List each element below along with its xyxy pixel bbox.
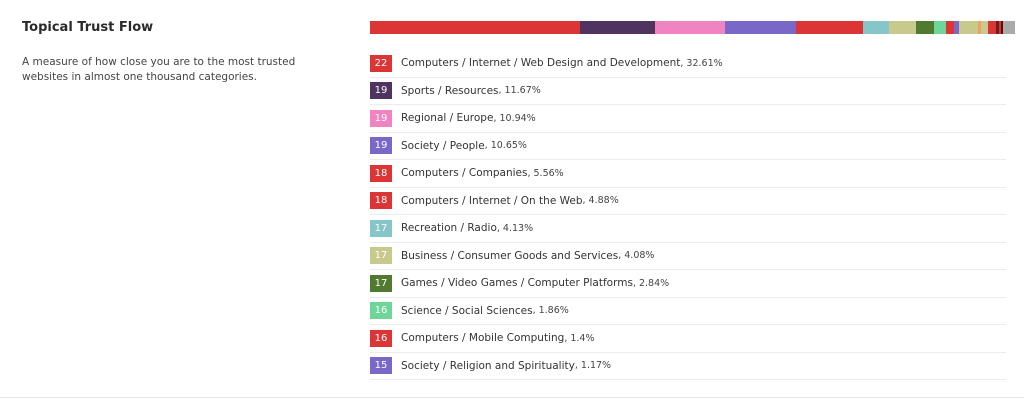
- topic-row: 16 Computers / Mobile Computing, 1.4%: [370, 325, 1006, 353]
- bar-segment[interactable]: [980, 21, 988, 34]
- topic-row: 18 Computers / Internet / On the Web, 4.8…: [370, 188, 1006, 215]
- section-description: A measure of how close you are to the mo…: [22, 56, 296, 83]
- topic-percent: , 32.61%: [680, 57, 723, 69]
- topic-row: 16 Science / Social Sciences, 1.86%: [370, 298, 1006, 325]
- bar-segment[interactable]: [977, 21, 981, 34]
- trust-flow-badge: 19: [370, 82, 392, 100]
- trust-flow-badge: 19: [370, 109, 392, 127]
- topic-percent: , 4.88%: [582, 195, 619, 207]
- trust-flow-badge: 17: [370, 247, 392, 265]
- topic-label[interactable]: Computers / Internet / Web Design and De…: [401, 57, 681, 70]
- topic-label[interactable]: Computers / Companies: [401, 167, 528, 180]
- bar-segment[interactable]: [953, 21, 959, 34]
- section-title: Topical Trust Flow: [22, 20, 154, 35]
- topic-label[interactable]: Science / Social Sciences: [401, 304, 533, 317]
- bar-segment[interactable]: [795, 21, 863, 34]
- bar-segment[interactable]: [1003, 21, 1015, 34]
- topic-label[interactable]: Games / Video Games / Computer Platforms: [401, 277, 633, 290]
- bar-segment[interactable]: [862, 21, 889, 34]
- topic-label[interactable]: Recreation / Radio: [401, 222, 497, 235]
- topic-label[interactable]: Computers / Mobile Computing: [401, 332, 565, 345]
- topic-percent: , 2.84%: [632, 277, 670, 289]
- trust-flow-badge: 17: [370, 219, 392, 237]
- bar-segment[interactable]: [888, 21, 916, 34]
- topic-row: 17 Games / Video Games / Computer Platfor…: [370, 270, 1006, 298]
- trust-flow-badge: 19: [370, 137, 392, 155]
- topic-percent: , 1.17%: [574, 360, 612, 372]
- topic-row: 22 Computers / Internet / Web Design and …: [370, 50, 1006, 78]
- trust-flow-badge: 22: [370, 54, 392, 72]
- trust-flow-badge: 15: [370, 357, 392, 375]
- topic-row: 19 Sports / Resources, 11.67%: [370, 78, 1006, 105]
- topic-percent: , 4.13%: [496, 222, 534, 234]
- bar-segment[interactable]: [995, 21, 999, 34]
- topic-row: 18 Computers / Companies, 5.56%: [370, 160, 1006, 188]
- trust-flow-badge: 18: [370, 192, 392, 210]
- trust-flow-badge: 18: [370, 164, 392, 182]
- trust-flow-badge: 16: [370, 329, 392, 347]
- bar-segment[interactable]: [998, 21, 1001, 34]
- bar-segment[interactable]: [915, 21, 934, 34]
- topic-row: 19 Society / People, 10.65%: [370, 133, 1006, 160]
- topic-label[interactable]: Society / People: [401, 139, 485, 152]
- topic-percent: , 10.94%: [493, 112, 536, 124]
- topic-percent: , 10.65%: [484, 140, 527, 152]
- topic-label[interactable]: Society / Religion and Spirituality: [401, 359, 575, 372]
- bar-segment[interactable]: [580, 21, 656, 34]
- topic-row: 17 Recreation / Radio, 4.13%: [370, 215, 1006, 243]
- bar-segment[interactable]: [725, 21, 796, 34]
- bar-segment[interactable]: [933, 21, 946, 34]
- topic-label[interactable]: Regional / Europe: [401, 112, 494, 125]
- trust-flow-badge: 17: [370, 274, 392, 292]
- topic-row: 19 Regional / Europe, 10.94%: [370, 105, 1006, 133]
- topic-label[interactable]: Business / Consumer Goods and Services: [401, 249, 619, 262]
- topic-percent: , 1.86%: [532, 305, 569, 317]
- bar-segment[interactable]: [1000, 21, 1004, 34]
- bar-segment[interactable]: [655, 21, 726, 34]
- topic-percent: , 5.56%: [527, 167, 564, 179]
- topic-row: 15 Society / Religion and Spirituality, 1…: [370, 353, 1006, 380]
- divider: [0, 397, 1024, 398]
- bar-segment[interactable]: [370, 21, 581, 34]
- topic-percent: , 1.4%: [564, 332, 595, 344]
- bar-segment[interactable]: [958, 21, 978, 34]
- topic-row: 17 Business / Consumer Goods and Services…: [370, 243, 1006, 270]
- topic-list: 22 Computers / Internet / Web Design and …: [370, 50, 1006, 380]
- topic-percent: , 11.67%: [498, 85, 541, 97]
- topic-percent: , 4.08%: [618, 250, 655, 262]
- topic-label[interactable]: Computers / Internet / On the Web: [401, 194, 583, 207]
- bar-segment[interactable]: [945, 21, 954, 34]
- trust-flow-badge: 16: [370, 302, 392, 320]
- topic-label[interactable]: Sports / Resources: [401, 84, 499, 97]
- bar-segment[interactable]: [987, 21, 996, 34]
- topic-distribution-bar: [370, 21, 1015, 34]
